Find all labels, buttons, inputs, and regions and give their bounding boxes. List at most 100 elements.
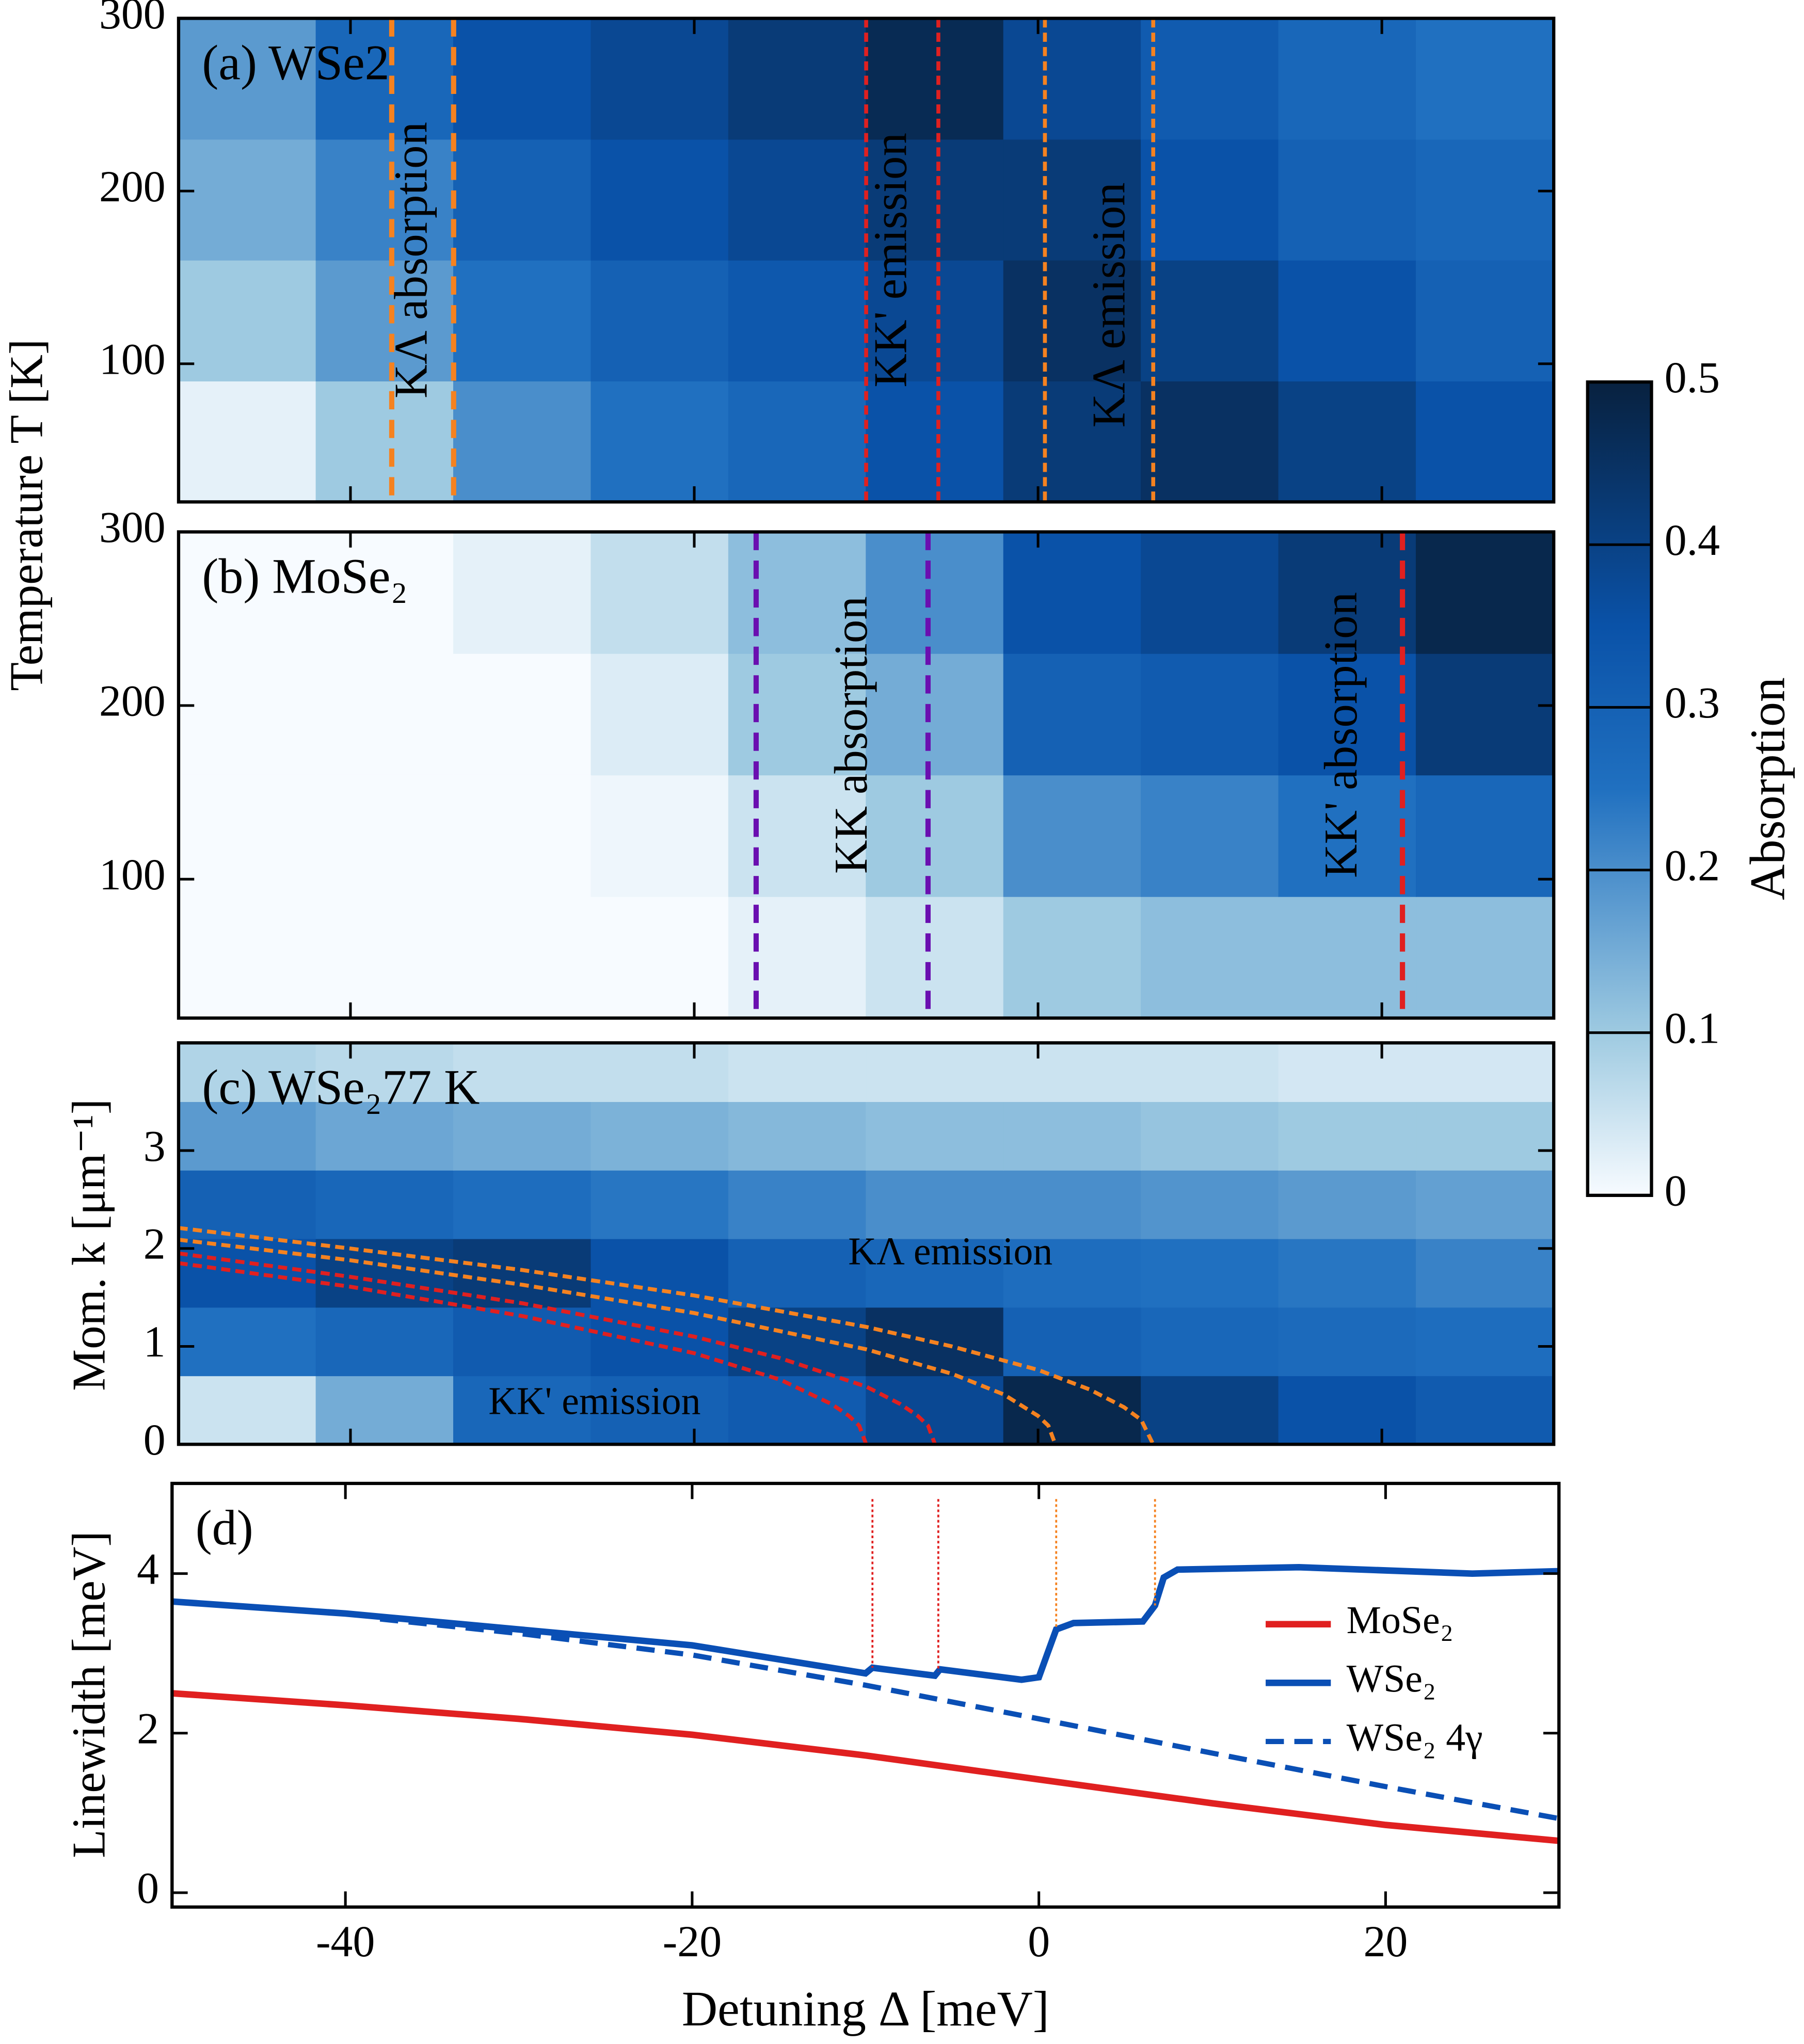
heatmap-cell — [1278, 1306, 1417, 1377]
heatmap-cell — [1141, 18, 1280, 140]
heatmap-cell — [728, 1101, 867, 1171]
panel-title: (d) — [196, 1500, 253, 1555]
y-tick-label: 0 — [143, 1415, 166, 1464]
heatmap-cell — [1003, 531, 1142, 654]
heatmap-cell — [315, 1170, 454, 1239]
heatmap-cell — [728, 1042, 867, 1102]
annotation: KΛ emission — [1082, 182, 1135, 427]
heatmap-cell — [1415, 18, 1554, 140]
heatmap-cell — [1003, 653, 1142, 776]
heatmap-cell — [866, 18, 1004, 140]
annotation: KK absorption — [825, 596, 877, 874]
heatmap-cell — [453, 1238, 592, 1308]
y-tick-label: 300 — [99, 0, 166, 38]
heatmap-cell — [1278, 774, 1417, 897]
heatmap-cell — [1003, 260, 1142, 381]
y-tick-label: 300 — [99, 502, 166, 552]
heatmap-cell — [590, 1375, 729, 1445]
heatmap-cell — [590, 260, 729, 381]
heatmap-cell — [178, 260, 317, 381]
heatmap-cell — [1415, 1306, 1554, 1377]
heatmap-cell — [315, 380, 454, 503]
heatmap-cell — [453, 1101, 592, 1171]
heatmap-cell — [315, 138, 454, 261]
heatmap-cell — [1003, 380, 1142, 503]
heatmap-cell — [728, 774, 867, 897]
heatmap-cell — [453, 260, 592, 381]
heatmap-cell — [178, 1042, 317, 1102]
heatmap-cell — [1278, 896, 1417, 1019]
y-tick-label: 2 — [137, 1703, 159, 1753]
heatmap-cell — [315, 1101, 454, 1171]
heatmap-cell — [1278, 1238, 1417, 1308]
heatmap-cell — [1415, 138, 1554, 261]
plot-frame — [177, 1041, 1556, 1446]
heatmap-cell — [1278, 1170, 1417, 1239]
colorbar-tick-label: 0.3 — [1665, 678, 1720, 727]
line-series — [379, 1616, 1560, 1822]
heatmap-cell — [866, 138, 1004, 261]
heatmap-cell — [1003, 138, 1142, 261]
heatmap-cell — [1278, 1042, 1417, 1102]
y-tick-label: 1 — [143, 1317, 166, 1366]
heatmap-cell — [1278, 380, 1417, 503]
heatmap-cell — [1415, 1101, 1554, 1171]
heatmap-cell — [178, 896, 317, 1019]
heatmap-cell — [1415, 1238, 1554, 1308]
y-tick-label: 3 — [143, 1121, 166, 1171]
heatmap-cell — [866, 896, 1004, 1019]
heatmap-cell — [866, 1170, 1004, 1239]
heatmap-cell — [1415, 380, 1554, 503]
heatmap-cell — [453, 774, 592, 897]
annotation: KΛ emission — [848, 1229, 1052, 1273]
colorbar-tick-label: 0.4 — [1665, 515, 1720, 565]
heatmap-cell — [1278, 260, 1417, 381]
heatmap-cell — [590, 896, 729, 1019]
heatmap-cell — [315, 1306, 454, 1377]
heatmap-cell — [590, 138, 729, 261]
heatmap-cell — [728, 138, 867, 261]
heatmap-cell — [453, 18, 592, 140]
heatmap-cell — [1003, 774, 1142, 897]
heatmap-cell — [1141, 1101, 1280, 1171]
heatmap-cell — [1278, 531, 1417, 654]
heatmap-cell — [1141, 1238, 1280, 1308]
heatmap-cell — [728, 531, 867, 654]
heatmap-cell — [1003, 1101, 1142, 1171]
heatmap-cell — [1415, 531, 1554, 654]
plot-frame — [170, 1481, 1561, 1909]
heatmap-cell — [866, 1238, 1004, 1308]
heatmap-cell — [728, 380, 867, 503]
heatmap-cell — [178, 1375, 317, 1445]
heatmap-cell — [178, 138, 317, 261]
colorbar-tick-label: 0.5 — [1665, 353, 1720, 402]
heatmap-cell — [590, 653, 729, 776]
heatmap-cell — [1278, 1101, 1417, 1171]
heatmap-cell — [866, 1101, 1004, 1171]
heatmap-cell — [1141, 531, 1280, 654]
heatmap-cell — [866, 531, 1004, 654]
heatmap-cell — [590, 531, 729, 654]
heatmap-cell — [590, 18, 729, 140]
heatmap-cell — [728, 1306, 867, 1377]
y-tick-label: 100 — [99, 850, 166, 899]
heatmap-cell — [866, 380, 1004, 503]
heatmap-cell — [315, 1375, 454, 1445]
x-axis-label: Detuning Δ [meV] — [682, 1981, 1049, 2036]
line-series — [178, 1237, 1058, 1445]
heatmap-cell — [178, 1170, 317, 1239]
heatmap-cell — [1141, 1042, 1280, 1102]
heatmap-cell — [590, 380, 729, 503]
heatmap-cell — [728, 18, 867, 140]
legend-label: WSe₂ — [1347, 1657, 1436, 1701]
heatmap-cell — [178, 1306, 317, 1377]
heatmap-cell — [315, 896, 454, 1019]
heatmap-cell — [866, 1042, 1004, 1102]
heatmap-cell — [1278, 18, 1417, 140]
heatmap-cell — [1141, 1375, 1280, 1445]
colorbar-tick-label: 0.1 — [1665, 1003, 1720, 1052]
colorbar — [1586, 380, 1653, 1197]
heatmap-cell — [453, 1375, 592, 1445]
heatmap-cell — [1141, 774, 1280, 897]
heatmap-cell — [178, 1238, 317, 1308]
